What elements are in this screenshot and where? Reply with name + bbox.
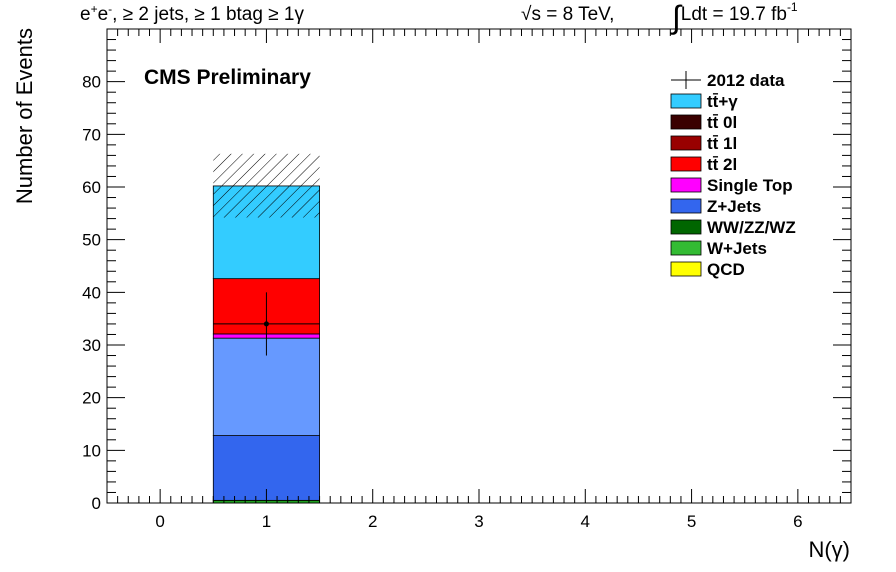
legend-swatch-9 xyxy=(670,261,702,277)
legend: 2012 data tt̄+γ tt̄ 0l tt̄ 1l tt̄ 2l Single T… xyxy=(670,71,796,279)
y-axis-title: Number of Events xyxy=(12,28,37,204)
x-tick-label-2: 2 xyxy=(368,512,377,531)
y-tick-label-8: 80 xyxy=(82,73,101,92)
legend-label-4: tt̄ 2l xyxy=(707,155,737,174)
legend-swatch-4 xyxy=(670,156,702,172)
legend-swatch-7 xyxy=(670,219,702,235)
x-tick-label-6: 6 xyxy=(793,512,802,531)
data-layer xyxy=(213,292,320,356)
energy-label: √s = 8 TeV, xyxy=(521,4,614,25)
x-tick-label-0: 0 xyxy=(155,512,164,531)
selection-label: e+e-, ≥ 2 jets, ≥ 1 btag ≥ 1γ xyxy=(80,2,304,25)
y-tick-label-2: 20 xyxy=(82,389,101,408)
legend-label-0: 2012 data xyxy=(707,71,785,90)
legend-label-9: QCD xyxy=(707,260,745,279)
y-tick-label-1: 10 xyxy=(82,441,101,460)
x-axis-title: N(γ) xyxy=(808,537,850,562)
axes-layer: 0 10 20 30 40 50 60 70 80 0 1 2 3 4 5 6 xyxy=(82,29,852,531)
uncertainty-layer xyxy=(213,153,320,218)
data-point-0 xyxy=(263,321,269,327)
cms-label: CMS Preliminary xyxy=(144,66,311,89)
legend-label-1: tt̄+γ xyxy=(707,92,738,111)
legend-swatch-6 xyxy=(670,198,702,214)
y-tick-label-3: 30 xyxy=(82,336,101,355)
y-tick-label-4: 40 xyxy=(82,283,101,302)
legend-swatch-8 xyxy=(670,240,702,256)
legend-label-2: tt̄ 0l xyxy=(707,113,737,132)
x-tick-label-3: 3 xyxy=(474,512,483,531)
y-tick-label-7: 70 xyxy=(82,125,101,144)
x-tick-label-4: 4 xyxy=(581,512,590,531)
legend-label-8: W+Jets xyxy=(707,239,767,258)
y-tick-label-6: 60 xyxy=(82,178,101,197)
legend-label-7: WW/ZZ/WZ xyxy=(707,218,796,237)
x-tick-label-5: 5 xyxy=(687,512,696,531)
y-tick-label-0: 0 xyxy=(92,494,101,513)
legend-label-3: tt̄ 1l xyxy=(707,134,737,153)
legend-swatch-2 xyxy=(670,114,702,130)
legend-swatch-1 xyxy=(670,93,702,109)
lumi-label: ∫Ldt = 19.7 fb-1 xyxy=(670,0,798,35)
legend-swatch-5 xyxy=(670,177,702,193)
legend-label-6: Z+Jets xyxy=(707,197,761,216)
uncertainty-band xyxy=(213,153,320,218)
legend-label-5: Single Top xyxy=(707,176,793,195)
y-tick-label-5: 50 xyxy=(82,231,101,250)
legend-swatch-3 xyxy=(670,135,702,151)
x-tick-label-1: 1 xyxy=(262,512,271,531)
